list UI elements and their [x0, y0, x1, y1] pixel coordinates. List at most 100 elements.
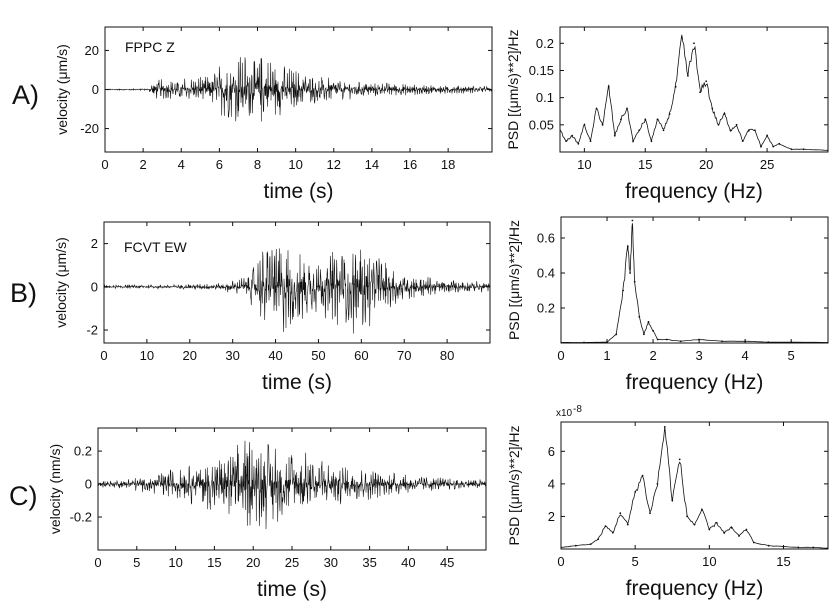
x-tick-label: 0: [101, 157, 108, 172]
x-tick-label: 2: [649, 348, 656, 363]
spectrum-point: [680, 37, 683, 39]
spectrum-point: [721, 340, 723, 343]
chart-panel-4: 0 1 2 3 4 5 0.2 0.4 0.6 frequency (Hz) PSD [(μm/s)…: [506, 216, 829, 394]
y-tick-label: 0.4: [537, 266, 555, 281]
spectrum-point: [678, 458, 681, 461]
x-tick-label: 10: [577, 157, 591, 172]
axes-frame: [103, 221, 491, 344]
x-tick-label: 4: [178, 157, 185, 172]
x-tick-label: 40: [401, 555, 415, 570]
x-axis-label: frequency (Hz): [625, 180, 763, 203]
panel-letter: A): [12, 80, 39, 110]
spectrum-point: [674, 85, 677, 88]
y-tick-label: 0.2: [537, 301, 555, 316]
spectrum-point: [574, 544, 577, 547]
spectrum-point: [647, 321, 650, 323]
spectrum-point: [607, 85, 610, 88]
spectrum-point: [741, 140, 744, 143]
y-tick-label: -20: [80, 121, 99, 136]
spectrum-point: [656, 483, 659, 485]
spectrum-point: [595, 107, 598, 110]
y-tick-label: 6: [548, 444, 555, 459]
spectrum-point: [633, 280, 636, 283]
spectrum-line: [561, 223, 828, 343]
spectrum-point: [663, 426, 666, 428]
spectrum-point: [583, 123, 586, 126]
spectrum-point: [701, 509, 703, 511]
chart-panel-2: 10 15 20 25 0.05 0.1 0.15 0.2 frequency (Hz) PSD …: [505, 26, 829, 203]
y-tick-label: 0.2: [536, 36, 554, 51]
spectrum-point: [656, 118, 659, 121]
spectrum-point: [711, 107, 714, 110]
spectrum-point: [705, 80, 708, 83]
spectrum-point: [729, 129, 732, 132]
spectrum-point: [812, 546, 815, 549]
spectrum-point: [778, 142, 781, 145]
spectrum-point: [666, 338, 668, 341]
spectrum-point: [662, 129, 665, 132]
spectrum-point: [644, 118, 647, 121]
x-tick-label: 15: [207, 555, 221, 570]
y-tick-label: 0: [91, 279, 98, 294]
spectrum-point: [693, 42, 695, 45]
x-tick-label: 10: [702, 554, 716, 569]
y-tick-label: 0.1: [536, 90, 554, 105]
spectrum-point: [626, 107, 628, 110]
x-tick-label: 4: [742, 348, 749, 363]
y-axis-label: PSD [(μm/s)**2]/Hz: [506, 425, 522, 545]
spectrum-line: [561, 426, 828, 549]
spectrum-point: [699, 91, 701, 94]
spectrum-point: [687, 75, 689, 77]
spectrum-point: [571, 134, 574, 137]
x-tick-label: 20: [699, 157, 713, 172]
spectrum-point: [730, 526, 733, 529]
spectrum-point: [790, 148, 793, 151]
x-tick-label: 5: [632, 554, 639, 569]
seismogram-trace: [98, 440, 486, 530]
y-axis-label: velocity (nm/s): [47, 444, 63, 534]
chart-panel-1: 0 2 4 6 8 10 12 14 16 18 -20 0 20 time (s) velocity (μ…: [12, 26, 493, 203]
y-multiplier-label: x10: [556, 408, 573, 419]
x-tick-label: 0: [557, 348, 564, 363]
x-tick-label: 80: [440, 348, 454, 363]
station-label: FCVT EW: [124, 239, 188, 255]
spectrum-point: [752, 541, 755, 544]
spectrum-line: [560, 34, 828, 151]
x-tick-label: 0: [100, 348, 107, 363]
y-tick-label: -2: [86, 323, 98, 338]
y-axis-label: velocity (μm/s): [54, 44, 70, 135]
y-tick-label: 2: [548, 509, 555, 524]
x-tick-label: 20: [246, 555, 260, 570]
spectrum-point: [652, 329, 654, 332]
spectrum-point: [717, 123, 720, 126]
x-tick-label: 35: [362, 555, 376, 570]
seismogram-trace: [105, 57, 492, 122]
spectrum-point: [735, 123, 738, 126]
spectrum-point: [668, 113, 671, 115]
x-tick-label: 10: [288, 157, 302, 172]
y-tick-label: 0.6: [537, 231, 555, 246]
x-tick-label: 25: [285, 555, 299, 570]
x-tick-label: 2: [140, 157, 147, 172]
panel-letter: C): [9, 481, 38, 511]
spectrum-point: [620, 118, 622, 121]
spectrum-point: [626, 245, 629, 248]
spectrum-point: [797, 546, 800, 549]
x-tick-label: 5: [788, 348, 795, 363]
x-tick-label: 70: [397, 348, 411, 363]
y-tick-label: 0: [85, 477, 92, 492]
x-axis-label: frequency (Hz): [626, 577, 764, 600]
y-tick-label: -0.2: [70, 510, 92, 525]
x-axis-label: time (s): [264, 180, 334, 203]
x-tick-label: 14: [365, 157, 379, 172]
spectrum-point: [766, 134, 768, 137]
spectrum-point: [589, 140, 592, 143]
spectrum-point: [638, 315, 641, 318]
x-tick-label: 12: [327, 157, 341, 172]
y-axis-label: PSD [(μm/s)**2]/Hz: [505, 29, 521, 149]
spectrum-point: [577, 142, 580, 145]
spectrum-point: [597, 538, 599, 541]
panel-letter: B): [10, 278, 37, 308]
x-tick-label: 8: [254, 157, 261, 172]
